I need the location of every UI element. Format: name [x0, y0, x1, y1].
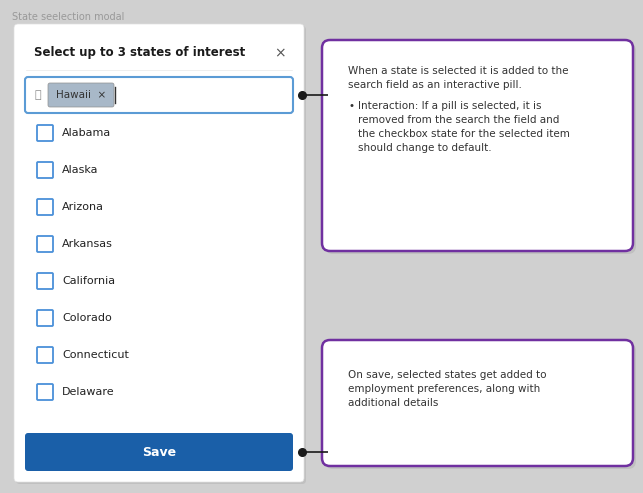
FancyBboxPatch shape [48, 83, 114, 107]
Text: •: • [348, 101, 354, 111]
FancyBboxPatch shape [37, 125, 53, 141]
Text: Save: Save [142, 446, 176, 458]
FancyBboxPatch shape [16, 26, 306, 484]
Text: the checkbox state for the selected item: the checkbox state for the selected item [358, 129, 570, 139]
FancyBboxPatch shape [322, 40, 633, 251]
Text: State seelection modal: State seelection modal [12, 12, 124, 22]
Text: Arkansas: Arkansas [62, 239, 113, 249]
Text: employment preferences, along with: employment preferences, along with [348, 384, 540, 394]
FancyBboxPatch shape [37, 310, 53, 326]
Text: should change to default.: should change to default. [358, 143, 492, 153]
Text: Alabama: Alabama [62, 128, 111, 138]
FancyBboxPatch shape [37, 384, 53, 400]
FancyBboxPatch shape [14, 24, 304, 482]
Text: Select up to 3 states of interest: Select up to 3 states of interest [34, 46, 245, 59]
FancyBboxPatch shape [37, 273, 53, 289]
Text: ⌕: ⌕ [35, 90, 41, 100]
FancyBboxPatch shape [325, 43, 636, 254]
FancyBboxPatch shape [25, 433, 293, 471]
Text: Connecticut: Connecticut [62, 350, 129, 360]
Text: Hawaii  ×: Hawaii × [56, 90, 106, 100]
Text: search field as an interactive pill.: search field as an interactive pill. [348, 80, 522, 90]
FancyBboxPatch shape [37, 162, 53, 178]
FancyBboxPatch shape [37, 236, 53, 252]
Text: California: California [62, 276, 115, 286]
FancyBboxPatch shape [37, 199, 53, 215]
Text: Interaction: If a pill is selected, it is: Interaction: If a pill is selected, it i… [358, 101, 541, 111]
FancyBboxPatch shape [325, 343, 636, 469]
Text: Delaware: Delaware [62, 387, 114, 397]
FancyBboxPatch shape [37, 347, 53, 363]
Text: removed from the search the field and: removed from the search the field and [358, 115, 559, 125]
Text: When a state is selected it is added to the: When a state is selected it is added to … [348, 66, 568, 76]
Text: Arizona: Arizona [62, 202, 104, 212]
Text: additional details: additional details [348, 398, 439, 408]
Text: ×: × [275, 46, 286, 60]
Text: Alaska: Alaska [62, 165, 98, 175]
Text: Colorado: Colorado [62, 313, 112, 323]
FancyBboxPatch shape [322, 340, 633, 466]
Text: On save, selected states get added to: On save, selected states get added to [348, 370, 547, 380]
FancyBboxPatch shape [25, 77, 293, 113]
